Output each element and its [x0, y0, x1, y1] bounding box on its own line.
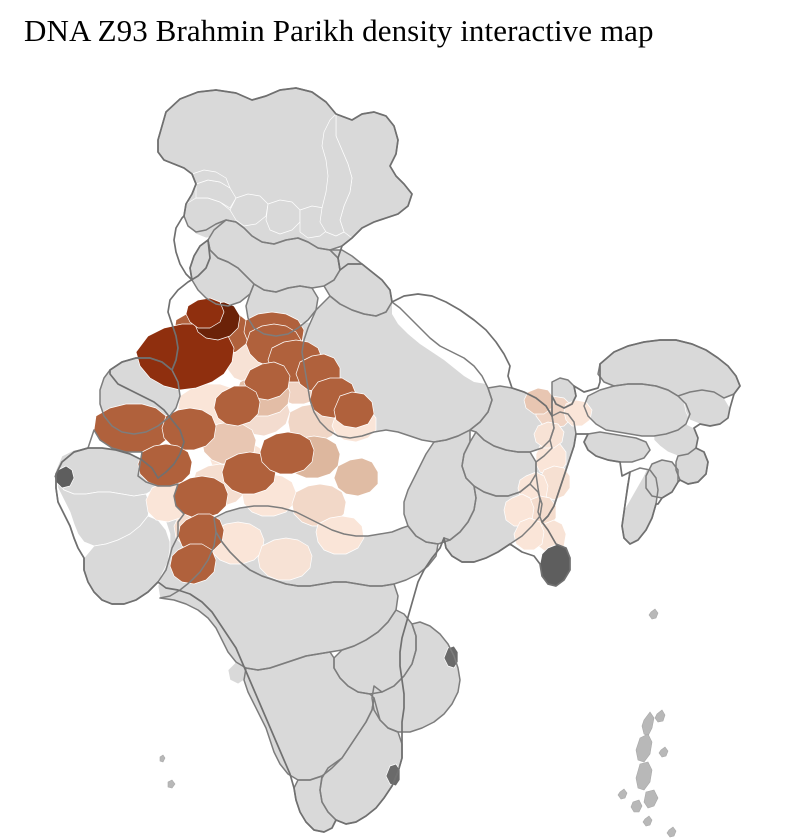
lakshadweep-islands[interactable]	[160, 755, 175, 788]
map-base-landmass	[56, 88, 740, 832]
andaman-nicobar-islands[interactable]	[618, 609, 676, 837]
choropleth-bin-medium[interactable]	[94, 308, 374, 584]
india-choropleth-map[interactable]	[0, 52, 810, 840]
page-title: DNA Z93 Brahmin Parikh density interacti…	[24, 13, 654, 48]
dark-gray-districts[interactable]	[54, 466, 458, 786]
choropleth-bin-highest[interactable]	[136, 298, 240, 390]
map-container[interactable]	[0, 52, 810, 840]
country-outline	[56, 88, 740, 832]
